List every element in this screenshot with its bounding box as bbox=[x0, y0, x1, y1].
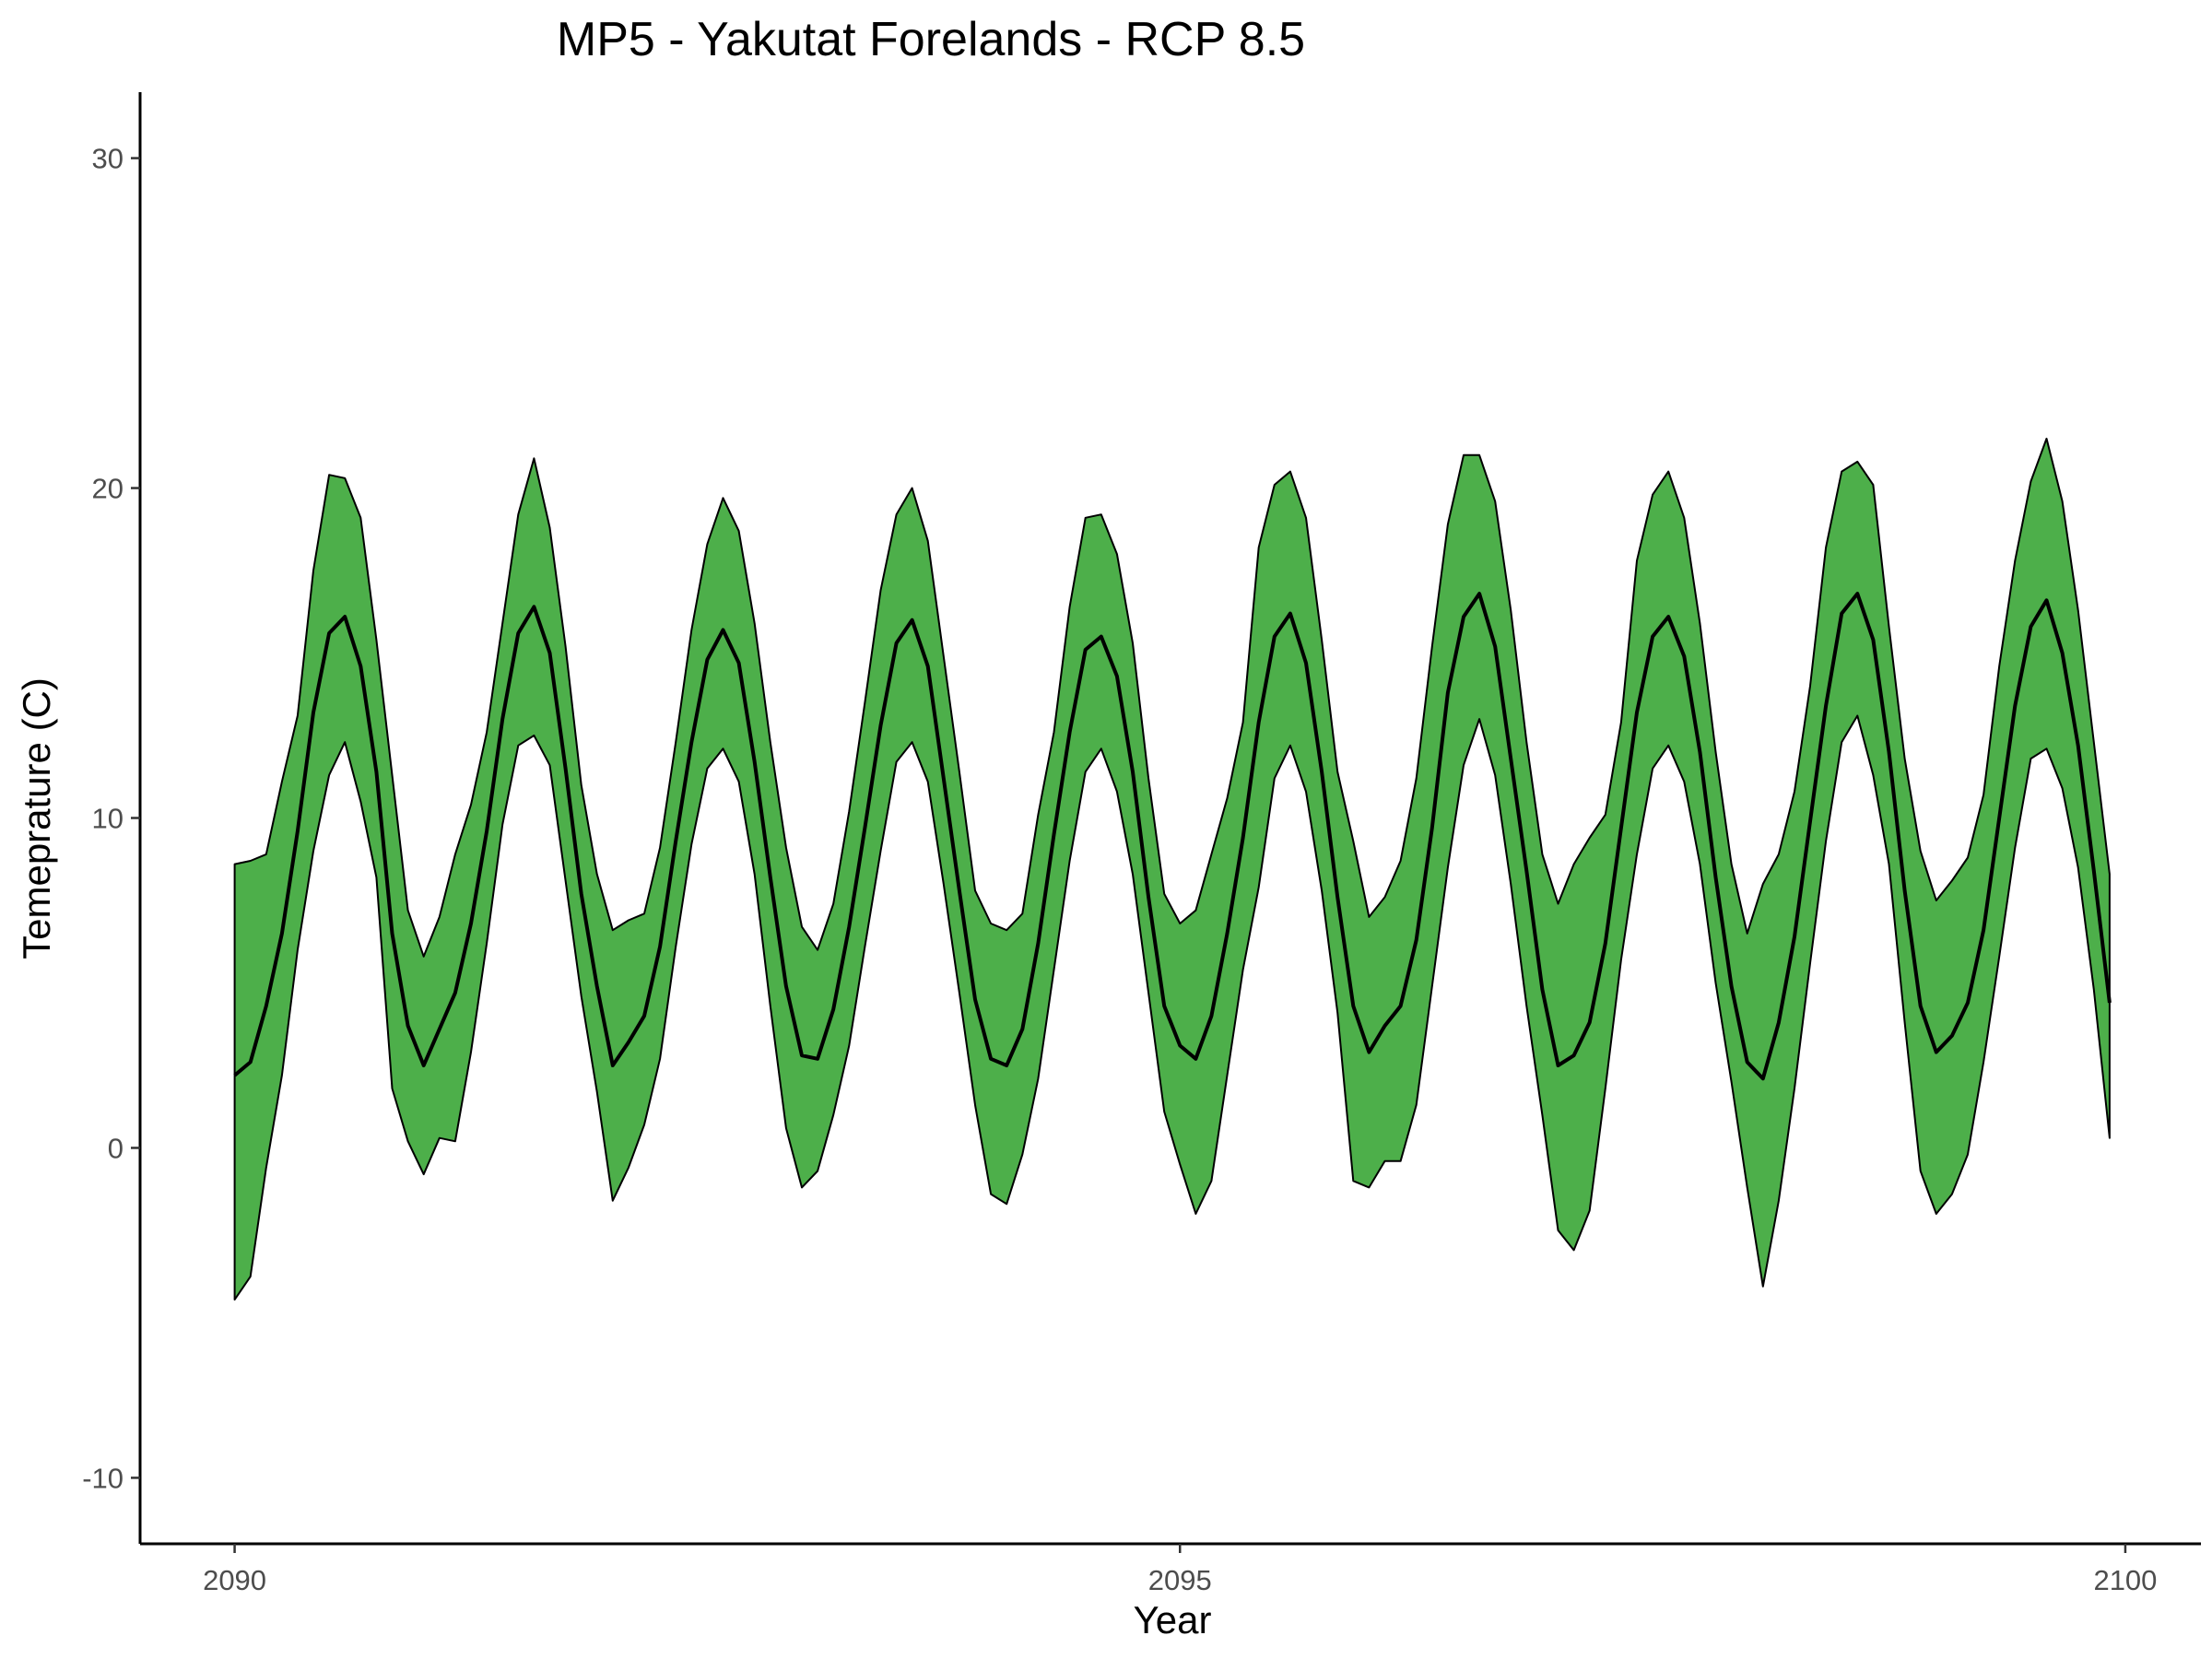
y-tick-label: 30 bbox=[92, 143, 124, 175]
x-axis-ticks: 2090 2095 2100 bbox=[203, 1544, 2157, 1596]
y-tick-label: -10 bbox=[82, 1462, 124, 1494]
x-tick-label: 2100 bbox=[2093, 1564, 2157, 1596]
y-tick-label: 20 bbox=[92, 473, 124, 505]
y-tick-label: 0 bbox=[108, 1132, 124, 1164]
y-tick-label: 10 bbox=[92, 803, 124, 835]
y-axis-title: Temeprature (C) bbox=[15, 677, 58, 959]
plot-area bbox=[233, 437, 2112, 1301]
chart-title: MP5 - Yakutat Forelands - RCP 8.5 bbox=[557, 13, 1305, 66]
x-axis-title: Year bbox=[1134, 1598, 1212, 1641]
y-axis-ticks: -10 0 10 20 30 bbox=[82, 143, 140, 1494]
x-tick-label: 2095 bbox=[1148, 1564, 1212, 1596]
x-tick-label: 2090 bbox=[203, 1564, 266, 1596]
temperature-range-band bbox=[233, 437, 2111, 1301]
mean-temperature-line bbox=[233, 592, 2112, 1081]
